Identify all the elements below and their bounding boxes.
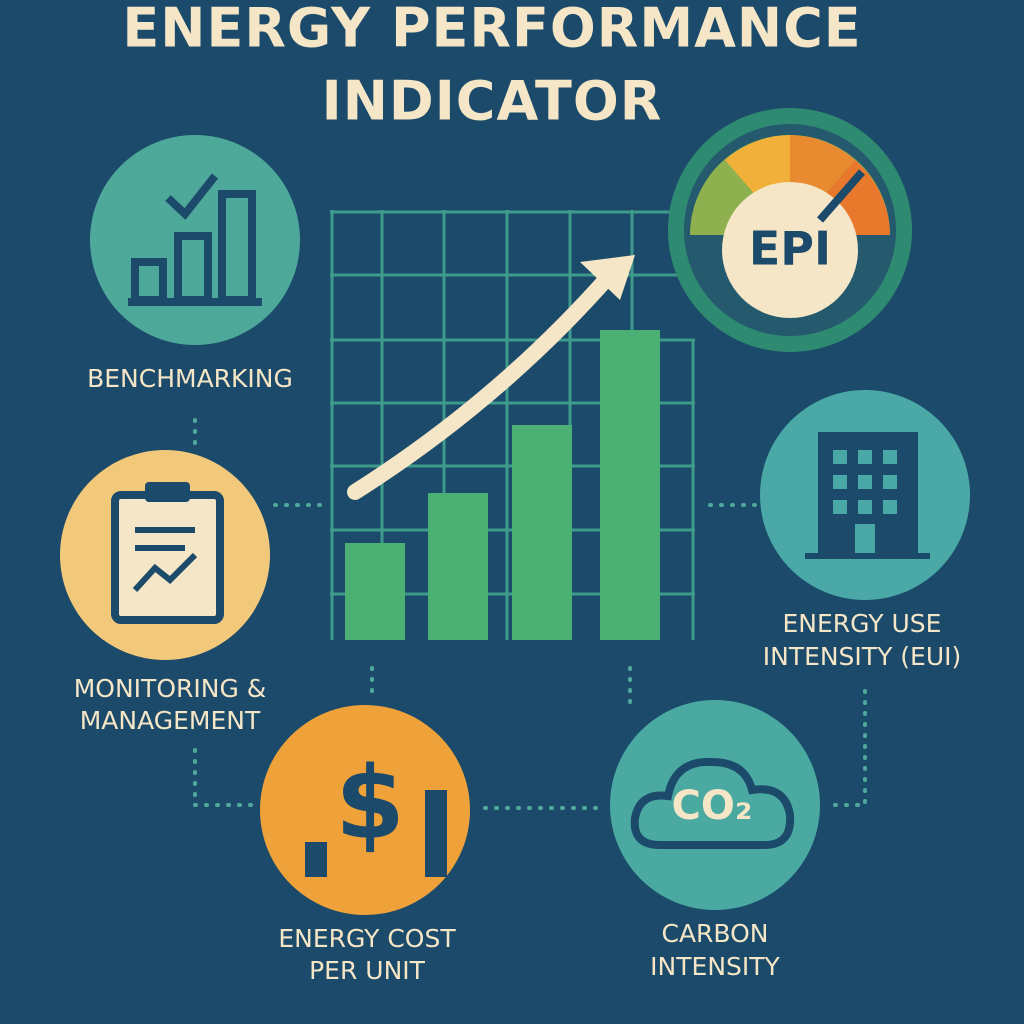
cost-icon: $	[260, 705, 470, 915]
node-label: PER UNIT	[309, 956, 426, 985]
title-line: INDICATOR	[322, 70, 663, 133]
node-label: CARBON	[661, 919, 768, 948]
icon-text: CO₂	[672, 783, 753, 829]
epi-gauge: EPI	[668, 108, 912, 352]
node-label: MONITORING &	[74, 674, 267, 703]
node-label: INTENSITY	[650, 952, 780, 981]
carbon-icon: CO₂	[610, 700, 820, 910]
eui-icon	[760, 390, 970, 600]
node-label: INTENSITY (EUI)	[763, 642, 962, 671]
node-label: MANAGEMENT	[80, 706, 261, 735]
icon-text: $	[335, 744, 405, 861]
benchmarking-icon	[90, 135, 300, 345]
title-line: ENERGY PERFORMANCE	[122, 0, 861, 60]
gauge-label: EPI	[749, 222, 831, 276]
node-label: ENERGY COST	[278, 924, 456, 953]
arrow-head	[580, 255, 635, 300]
chart-bars	[345, 330, 660, 640]
node-label: BENCHMARKING	[87, 364, 293, 393]
trend-arrow	[347, 267, 618, 500]
connectors	[193, 418, 867, 810]
node-label: ENERGY USE	[783, 609, 942, 638]
monitoring-icon	[60, 450, 270, 660]
